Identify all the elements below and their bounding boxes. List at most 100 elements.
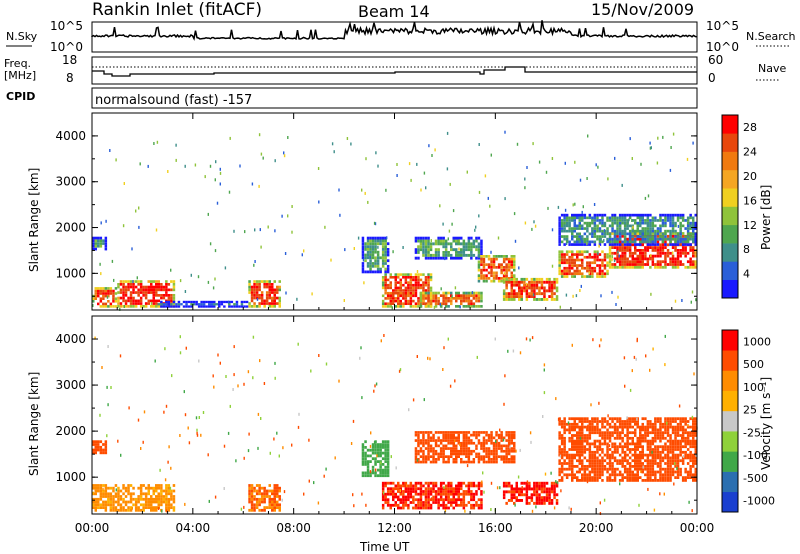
power-cell-9-17-5 <box>601 261 604 265</box>
power-cell-11-8-2 <box>578 237 581 241</box>
power-cell-12-5-0 <box>104 247 108 251</box>
power-cell-1-4-6 <box>102 289 105 293</box>
power-cell-7-1-9 <box>480 255 483 258</box>
velocity-cell-6-22-13 <box>613 442 617 446</box>
velocity-cell-2-8-12 <box>381 440 385 444</box>
velocity-cell-3-7-8 <box>399 484 402 488</box>
power-cell-10-20-8 <box>659 243 662 247</box>
power-cell-11-21-0 <box>611 243 614 246</box>
velocity-noise-222 <box>490 508 492 511</box>
power-cell-13-35-2 <box>243 300 246 304</box>
power-cell-4-7-6 <box>399 289 402 292</box>
power-cell-11-27-6 <box>626 227 629 230</box>
velocity-cell-0-22-6 <box>147 492 150 496</box>
velocity-cell-2-8-6 <box>381 457 385 461</box>
velocity-cell-4-24-2 <box>475 455 478 458</box>
power-cell-3-0-11 <box>361 239 365 243</box>
power-cell-3-6-1 <box>376 267 380 271</box>
power-cell-9-7-3 <box>576 266 579 270</box>
velocity-noise-44 <box>399 489 401 493</box>
power-cell-8-2-2 <box>507 292 511 296</box>
power-cell-2-4-8 <box>258 283 261 286</box>
power-noise-218 <box>657 136 659 140</box>
velocity-cell-3-36-3 <box>472 498 476 502</box>
power-cell-11-43-11 <box>666 213 670 217</box>
velocity-cell-6-51-19 <box>686 425 690 429</box>
velocity-noise-239 <box>560 489 562 493</box>
power-cell-3-9-10 <box>384 242 387 246</box>
velocity-cell-0-5-0 <box>104 508 108 512</box>
power-cell-10-2-5 <box>613 251 617 255</box>
velocity-cell-3-11-8 <box>409 484 413 488</box>
velocity-noise-152 <box>429 503 431 507</box>
power-cell-9-19-5 <box>606 261 609 265</box>
power-cell-7-12-8 <box>507 257 511 261</box>
power-cell-9-1-9 <box>560 250 564 254</box>
power-cell-11-24-9 <box>618 219 622 222</box>
power-cell-1-5-4 <box>104 294 108 298</box>
velocity-noise-12 <box>257 412 260 416</box>
power-cell-0-0-0 <box>117 305 120 308</box>
velocity-cell-4-34-4 <box>500 449 503 453</box>
velocity-cell-0-14-0 <box>127 508 130 512</box>
velocity-cell-3-13-9 <box>414 481 418 485</box>
velocity-noise-88 <box>243 505 245 509</box>
power-cell-8-12-4 <box>533 286 536 290</box>
power-cell-11-8-4 <box>578 232 581 236</box>
power-cell-3-9-4 <box>384 259 387 263</box>
velocity-cell-3-12-7 <box>412 487 415 491</box>
velocity-cell-4-21-7 <box>467 441 471 445</box>
velocity-cell-6-31-6 <box>636 462 639 465</box>
power-cell-7-3-2 <box>485 274 488 277</box>
velocity-cell-3-27-2 <box>450 501 453 504</box>
velocity-cell-4-7-9 <box>432 436 435 440</box>
velocity-cell-6-0-12 <box>558 445 561 449</box>
velocity-cell-4-3-6 <box>422 444 425 448</box>
power-cell-11-9-9 <box>581 219 584 222</box>
power-cell-2-8-9 <box>268 280 271 283</box>
power-noise-94 <box>459 305 461 309</box>
power-cell-3-3-3 <box>369 262 372 265</box>
velocity-cell-6-1-8 <box>560 456 564 460</box>
velocity-noise-18 <box>636 417 638 421</box>
velocity-cell-3-17-2 <box>424 501 428 504</box>
power-cell-11-38-5 <box>654 229 657 233</box>
velocity-cell-5-7-1 <box>520 499 523 502</box>
velocity-cell-6-49-21 <box>681 420 685 423</box>
power-cell-9-0-3 <box>558 266 561 270</box>
velocity-cell-3-8-3 <box>402 498 405 502</box>
velocity-cell-0-0-9 <box>92 484 95 487</box>
velocity-noise-112 <box>214 495 217 499</box>
velocity-cell-5-11-5 <box>530 487 534 491</box>
velocity-cell-6-48-3 <box>679 470 682 474</box>
velocity-cell-3-17-9 <box>424 481 428 485</box>
power-cell-5-10-4 <box>444 294 448 297</box>
power-cell-11-14-3 <box>593 235 597 238</box>
velocity-cell-6-1-5 <box>560 465 564 468</box>
power-cell-7-13-5 <box>510 266 513 269</box>
velocity-noise-14 <box>494 337 496 341</box>
power-cell-0-15-9 <box>155 280 158 283</box>
velocity-cell-6-35-12 <box>646 445 650 449</box>
velocity-cell-3-20-7 <box>432 487 435 491</box>
power-cell-10-25-4 <box>671 254 675 258</box>
velocity-cell-3-22-7 <box>437 487 440 491</box>
power-cell-8-0-1 <box>502 295 506 298</box>
velocity-noise-133 <box>607 414 609 418</box>
power-cell-3-2-3 <box>366 262 370 265</box>
velocity-cell-4-21-5 <box>467 447 471 450</box>
power-cell-6-3-2 <box>422 251 425 254</box>
velocity-cell-6-46-3 <box>674 470 677 474</box>
velocity-noise-24 <box>691 415 694 419</box>
power-cell-9-18-8 <box>603 253 607 256</box>
power-cell-11-28-10 <box>628 216 632 220</box>
velocity-cell-6-5-22 <box>571 417 574 421</box>
power-cell-3-4-6 <box>371 253 375 257</box>
power-cell-4-6-6 <box>397 289 400 292</box>
power-cell-11-11-10 <box>586 216 589 220</box>
velocity-cell-6-12-9 <box>588 453 592 457</box>
velocity-cell-4-30-0 <box>490 460 493 464</box>
power-cell-6-3-6 <box>422 239 425 243</box>
velocity-cell-6-36-11 <box>649 448 652 451</box>
power-cell-0-20-8 <box>167 283 171 286</box>
